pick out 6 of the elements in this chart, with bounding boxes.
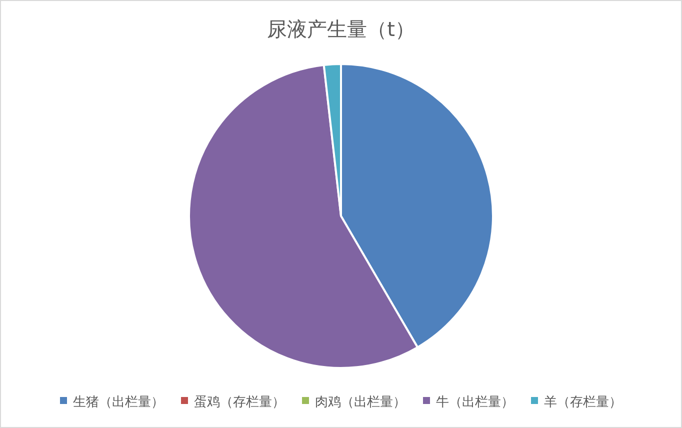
- legend-label: 羊（存栏量）: [544, 395, 622, 410]
- legend-label: 生猪（出栏量）: [73, 395, 164, 410]
- legend-label: 肉鸡（出栏量）: [315, 395, 406, 410]
- chart-title: 尿液产生量（t）: [267, 17, 415, 41]
- legend-label: 蛋鸡（存栏量）: [194, 395, 285, 410]
- legend-label: 牛（出栏量）: [436, 395, 514, 410]
